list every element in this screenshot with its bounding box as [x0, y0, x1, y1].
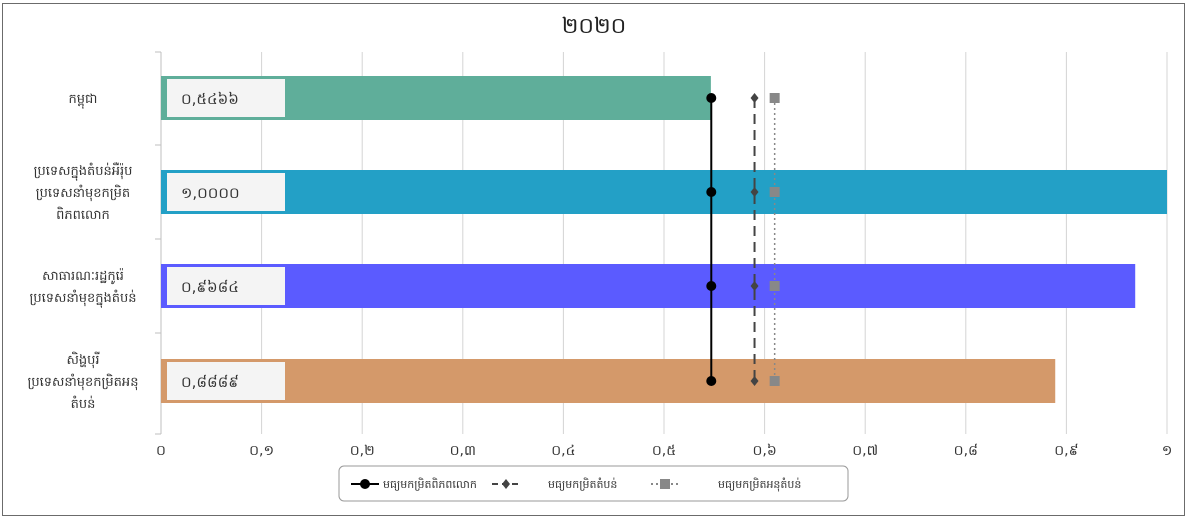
x-tick-label-6: ០,៦: [752, 443, 776, 459]
x-tick-label-9: ០,៩: [1054, 443, 1078, 459]
category-label-2-1: ប្រទេសនាំមុខក្នុងតំបន់: [29, 289, 136, 308]
bar-value-box-3: [167, 362, 285, 400]
legend-label-1: មធ្យមកម្រិតតំបន់: [548, 477, 617, 491]
bar-value-box-1: [167, 173, 285, 211]
x-tick-label-10: ១: [1162, 443, 1173, 459]
x-tick-label-1: ០,១: [249, 443, 274, 459]
x-tick-label-3: ០,៣: [450, 443, 476, 459]
x-tick-label-0: ០: [156, 443, 166, 459]
category-label-0-0: កម្ពុជា: [69, 92, 98, 109]
ref-point-0-1: [706, 187, 717, 197]
ref-point-2-0: [769, 93, 780, 103]
category-label-1-0: ប្រទេសក្នុងតំបន់អឺរ៉ុប: [34, 162, 133, 181]
legend: មធ្យមកម្រិតពិភពលោក មធ្យមកម្រិតតំបន់ មធ្យមក…: [338, 465, 849, 502]
bar-value-label-2: ០,៩៦៨៤: [181, 278, 239, 296]
bar-value-box-0: [167, 79, 285, 117]
ref-point-2-1: [769, 187, 780, 197]
bar-value-box-2: [167, 267, 285, 305]
legend-box: [338, 465, 849, 502]
ref-point-0-0: [706, 93, 717, 103]
bar-value-label-1: ១,០០០០: [181, 184, 240, 202]
legend-label-0: មធ្យមកម្រិតពិភពលោក: [383, 477, 477, 491]
ref-point-1-3: [750, 376, 759, 386]
ref-point-0-2: [706, 281, 717, 291]
x-axis: ០ ០,១ ០,២ ០,៣ ០,៤ ០,៥ ០,៦ ០,៧ ០,៨ ០,៩ ១: [156, 443, 1172, 459]
ref-point-1-1: [750, 187, 759, 197]
ref-point-1-2: [750, 281, 759, 291]
legend-marker-2: [660, 479, 670, 489]
x-tick-label-5: ០,៥: [652, 443, 676, 459]
bar-1: [161, 170, 1167, 214]
category-label-3-2: តំបន់: [71, 395, 96, 412]
bar-3: [161, 359, 1056, 403]
ref-point-2-3: [769, 376, 780, 386]
bar-value-label-0: ០,៥៤៦៦: [181, 90, 239, 108]
category-label-1-2: ពិភពលោក: [56, 206, 110, 223]
x-tick-label-4: ០,៤: [551, 443, 575, 459]
ref-point-2-2: [769, 281, 780, 291]
x-tick-label-2: ០,២: [350, 443, 375, 459]
ref-point-1-0: [750, 93, 759, 103]
bar-2: [161, 264, 1136, 308]
x-tick-label-7: ០,៧: [852, 443, 878, 459]
legend-label-2: មធ្យមកម្រិតអនុតំបន់: [718, 477, 801, 492]
x-tick-label-8: ០,៨: [954, 443, 978, 459]
chart-title: ២០២០: [562, 14, 626, 39]
y-axis-categories: កម្ពុជាប្រទេសក្នុងតំបន់អឺរ៉ុបប្រទេសនាំមុ…: [28, 92, 139, 412]
chart-frame: ២០២០ ០,៥៤៦៦១,០០០០០,៩៦៨៤០,៨៨៨៩ ០ ០,១ ០,២ ០,៣…: [2, 3, 1185, 516]
legend-marker-1: [502, 479, 510, 489]
category-label-2-0: សាធារណៈរដ្ឋកូរ៉េ: [42, 267, 124, 285]
reference-lines-layer: [706, 93, 780, 386]
category-label-3-0: សិង្ហបុរី: [66, 351, 99, 369]
ref-point-0-3: [706, 376, 717, 386]
legend-marker-0: [360, 479, 370, 489]
bar-value-label-3: ០,៨៨៨៩: [181, 373, 239, 391]
category-label-3-1: ប្រទេសនាំមុខកម្រិតអនុ: [28, 373, 139, 391]
category-label-1-1: ប្រទេសនាំមុខកម្រិត: [36, 184, 130, 202]
